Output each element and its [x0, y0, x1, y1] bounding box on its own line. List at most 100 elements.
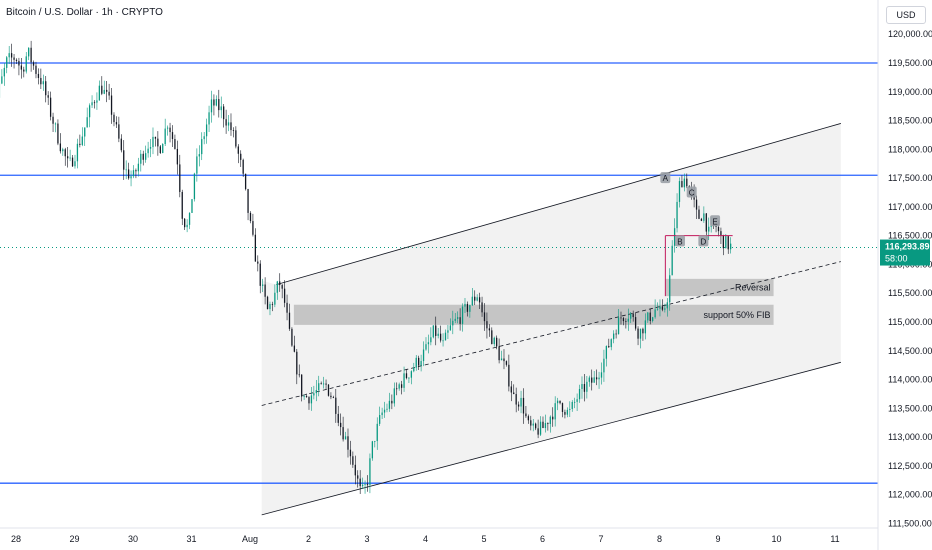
- candle-body: [571, 401, 573, 409]
- candle-body: [595, 377, 598, 380]
- time-tick-label: 29: [69, 534, 79, 544]
- wave-label-box: [710, 215, 721, 227]
- candle-body: [471, 296, 473, 306]
- candle-body: [705, 213, 707, 232]
- candle-body: [259, 263, 261, 286]
- candle-body: [101, 85, 103, 94]
- candle-body: [625, 321, 627, 322]
- candle-body: [634, 317, 637, 329]
- candle-body: [81, 136, 83, 145]
- wave-label-box: [674, 235, 685, 247]
- candle-body: [666, 302, 668, 309]
- candle-body: [176, 148, 179, 165]
- candle-body: [605, 345, 608, 359]
- candle-body: [569, 408, 571, 410]
- price-tick-label: 112,500.00: [888, 461, 932, 471]
- candle-body: [383, 409, 386, 413]
- time-tick-label: 31: [186, 534, 196, 544]
- candle-body: [249, 212, 252, 222]
- candle-body: [615, 333, 617, 335]
- candle-body: [491, 330, 493, 345]
- candle-body: [422, 349, 425, 362]
- candle-body: [461, 306, 464, 324]
- candle-body: [393, 388, 395, 404]
- candle-body: [281, 285, 283, 289]
- candle-body: [588, 377, 590, 382]
- candle-body: [196, 156, 198, 174]
- candle-body: [442, 340, 444, 342]
- candle-body: [218, 99, 220, 111]
- time-tick-label: 9: [715, 534, 720, 544]
- current-price-badge-bg: [880, 239, 930, 266]
- candle-body: [669, 275, 671, 303]
- candle-body: [452, 320, 454, 326]
- time-tick-label: 7: [598, 534, 603, 544]
- zone-support-fib: [293, 304, 774, 325]
- candle-body: [347, 436, 349, 450]
- candle-body: [40, 77, 42, 85]
- candle-body: [54, 123, 57, 125]
- price-tick-label: 119,000.00: [888, 87, 932, 97]
- price-tick-label: 118,500.00: [888, 116, 932, 126]
- candle-body: [681, 181, 683, 188]
- candle-body: [169, 127, 171, 133]
- candle-body: [142, 153, 144, 160]
- candle-body: [340, 422, 342, 428]
- candle-body: [164, 128, 166, 145]
- candle-body: [405, 373, 408, 379]
- price-tick-label: 116,500.00: [888, 231, 932, 241]
- candle-body: [227, 122, 230, 126]
- candle-body: [313, 393, 315, 396]
- candle-body: [118, 124, 120, 139]
- candle-body: [369, 458, 371, 485]
- candle-body: [37, 73, 40, 78]
- candle-body: [174, 138, 176, 149]
- candle-body: [257, 261, 259, 264]
- candle-body: [318, 383, 320, 391]
- candle-body: [439, 333, 442, 341]
- candle-body: [320, 383, 322, 385]
- candle-body: [586, 381, 588, 392]
- candle-body: [10, 53, 13, 58]
- candle-body: [244, 173, 247, 190]
- candle-body: [293, 345, 296, 352]
- candle-body: [266, 296, 269, 310]
- candle-body: [25, 56, 27, 72]
- candle-body: [52, 116, 54, 124]
- candle-body: [322, 383, 325, 385]
- candle-body: [632, 313, 634, 318]
- candle-body: [654, 309, 656, 318]
- channel-upper-line: [276, 123, 841, 285]
- candles: [0, 40, 732, 494]
- candle-body: [213, 99, 215, 106]
- candle-body: [115, 122, 118, 125]
- candle-body: [549, 416, 551, 425]
- candle-body: [23, 69, 25, 72]
- candle-body: [3, 67, 5, 77]
- candle-body: [425, 344, 427, 350]
- candle-body: [449, 325, 452, 331]
- candle-body: [71, 157, 74, 167]
- candle-body: [18, 60, 20, 66]
- time-tick-label: 4: [423, 534, 428, 544]
- time-axis: 28 29 30 31 Aug 2 3 4 5 6 7 8 9 10 11: [0, 527, 878, 544]
- time-tick-label: 5: [481, 534, 486, 544]
- candle-body: [279, 281, 281, 286]
- candle-body: [576, 399, 578, 402]
- currency-selector[interactable]: USD: [886, 6, 926, 24]
- candle-body: [98, 85, 101, 101]
- candle-body: [276, 281, 278, 293]
- candle-body: [96, 100, 98, 103]
- candle-body: [342, 427, 344, 440]
- candle-body: [673, 228, 676, 246]
- candle-body: [193, 173, 196, 200]
- candle-body: [352, 456, 354, 465]
- candle-body: [64, 149, 66, 157]
- candle-body: [622, 318, 625, 322]
- candle-body: [59, 143, 62, 152]
- candle-body: [678, 181, 681, 202]
- candle-body: [137, 163, 140, 172]
- candle-body: [159, 146, 161, 154]
- plot-area: Reversal support 50% FIB A B C D E: [0, 40, 878, 516]
